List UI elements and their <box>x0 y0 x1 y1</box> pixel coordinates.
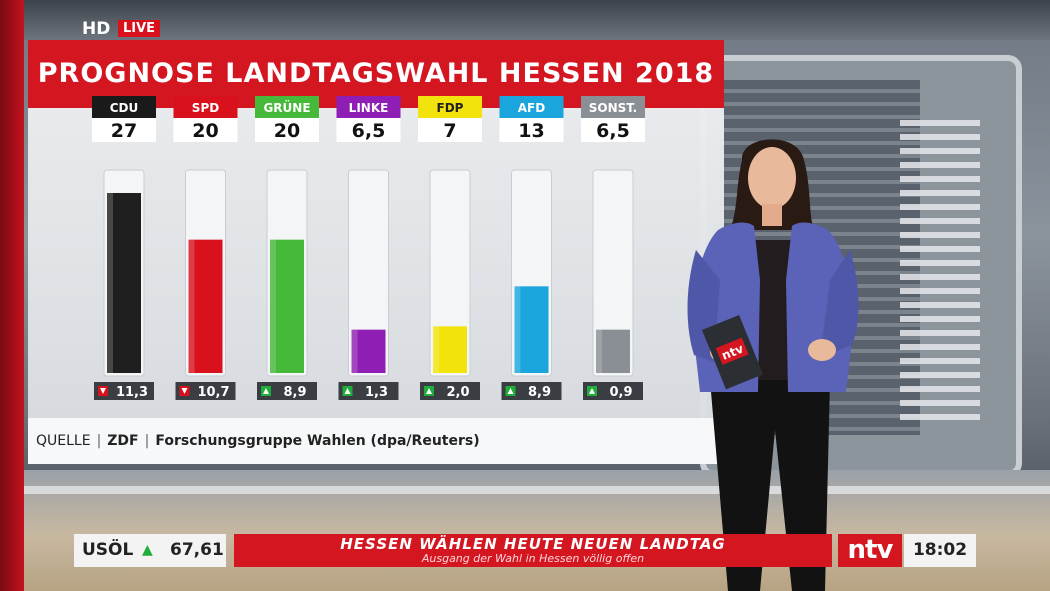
bar-highlight-afd <box>514 286 521 373</box>
stock-quote: USÖL ▲ 67,61 <box>74 534 226 567</box>
value-label-cdu: 27 <box>111 120 137 142</box>
bar-highlight-sonst <box>596 329 602 373</box>
party-label-bg-grüne <box>255 96 319 118</box>
value-box-linke <box>336 118 401 142</box>
party-label-grüne: GRÜNE <box>263 100 310 115</box>
party-label-bg-sonst <box>581 96 645 118</box>
party-label-fdp: FDP <box>437 101 464 115</box>
news-crawl: HESSEN WÄHLEN HEUTE NEUEN LANDTAG Ausgan… <box>234 534 832 567</box>
value-label-grüne: 20 <box>274 120 300 142</box>
value-label-linke: 6,5 <box>352 120 386 142</box>
change-box-afd <box>501 382 562 400</box>
source-label: QUELLE <box>36 433 91 449</box>
news-ticker: USÖL ▲ 67,61 HESSEN WÄHLEN HEUTE NEUEN L… <box>74 534 976 567</box>
bar-tube-fdp <box>429 169 471 377</box>
studio-ceiling <box>24 0 1050 40</box>
party-label-bg-spd <box>173 96 238 118</box>
value-label-afd: 13 <box>518 120 544 142</box>
value-label-fdp: 7 <box>443 120 456 142</box>
party-label-cdu: CDU <box>110 101 139 115</box>
change-box-cdu <box>94 382 154 400</box>
ntv-logo: ntv <box>838 534 902 567</box>
bar-highlight-cdu <box>107 193 113 373</box>
stock-up-arrow-icon: ▲ <box>142 542 153 558</box>
triangle-up-icon-sonst <box>589 388 595 394</box>
bar-tube-linke <box>348 169 389 377</box>
bar-afd <box>514 286 549 373</box>
change-label-afd: 8,9 <box>528 385 551 400</box>
bar-highlight-grüne <box>270 239 276 373</box>
change-label-grüne: 8,9 <box>283 385 306 400</box>
triangle-up-icon-grüne <box>263 388 269 394</box>
live-badge: LIVE <box>118 20 161 37</box>
bar-sonst <box>596 329 630 373</box>
bar-tube-sonst <box>592 169 634 377</box>
party-label-bg-cdu <box>92 96 156 118</box>
party-label-afd: AFD <box>518 101 545 115</box>
value-box-spd <box>173 118 238 142</box>
bar-linke <box>351 329 386 373</box>
stock-value: 67,61 <box>170 540 224 560</box>
change-box-spd <box>175 382 236 400</box>
bar-highlight-spd <box>188 239 195 373</box>
studio-light-panels <box>900 120 980 420</box>
value-box-cdu <box>92 118 156 142</box>
value-box-fdp <box>418 118 482 142</box>
source-org: ZDF <box>107 433 139 449</box>
party-label-sonst: SONST. <box>589 101 637 115</box>
stock-name: USÖL <box>82 540 134 560</box>
source-text: Forschungsgruppe Wahlen (dpa/Reuters) <box>155 433 480 449</box>
change-label-cdu: 11,3 <box>116 385 148 400</box>
triangle-up-icon-linke <box>344 388 351 394</box>
value-box-afd <box>499 118 564 142</box>
change-label-fdp: 2,0 <box>446 385 469 400</box>
value-box-grüne <box>255 118 319 142</box>
triangle-up-icon-fdp <box>426 388 432 394</box>
change-box-fdp <box>420 382 480 400</box>
value-box-sonst <box>581 118 645 142</box>
change-box-linke <box>338 382 399 400</box>
change-label-spd: 10,7 <box>197 385 229 400</box>
clock: 18:02 <box>904 534 976 567</box>
hd-badge: HD <box>82 19 111 39</box>
value-label-spd: 20 <box>192 120 218 142</box>
studio-floor-edge <box>24 486 1050 494</box>
bar-cdu <box>107 193 141 373</box>
bar-chart: CDU 27 11,3 SPD 20 10,7 GRÜNE 20 8,9 LINKE 6,5 1,3 F… <box>92 96 645 400</box>
news-subline: Ausgang der Wahl in Hessen völlig offen <box>421 552 645 565</box>
party-label-linke: LINKE <box>349 101 389 115</box>
bar-highlight-fdp <box>433 326 439 373</box>
triangle-down-icon-spd <box>181 388 188 394</box>
studio-red-wall <box>0 0 24 591</box>
triangle-up-icon-afd <box>507 388 514 394</box>
party-label-bg-linke <box>336 96 401 118</box>
bar-grüne <box>270 239 304 373</box>
change-box-grüne <box>257 382 317 400</box>
bar-spd <box>188 239 223 373</box>
bar-highlight-linke <box>351 329 358 373</box>
change-label-sonst: 0,9 <box>609 385 632 400</box>
bar-fdp <box>433 326 467 373</box>
party-label-bg-afd <box>499 96 564 118</box>
party-label-bg-fdp <box>418 96 482 118</box>
presenter-figure: ntv <box>687 139 859 591</box>
source-line: QUELLE | ZDF | Forschungsgruppe Wahlen (dpa/… <box>28 418 724 464</box>
triangle-down-icon-cdu <box>100 388 106 394</box>
change-label-linke: 1,3 <box>365 385 388 400</box>
value-label-sonst: 6,5 <box>596 120 630 142</box>
news-headline: HESSEN WÄHLEN HEUTE NEUEN LANDTAG <box>340 535 726 553</box>
change-box-sonst <box>583 382 643 400</box>
party-label-spd: SPD <box>192 101 219 115</box>
